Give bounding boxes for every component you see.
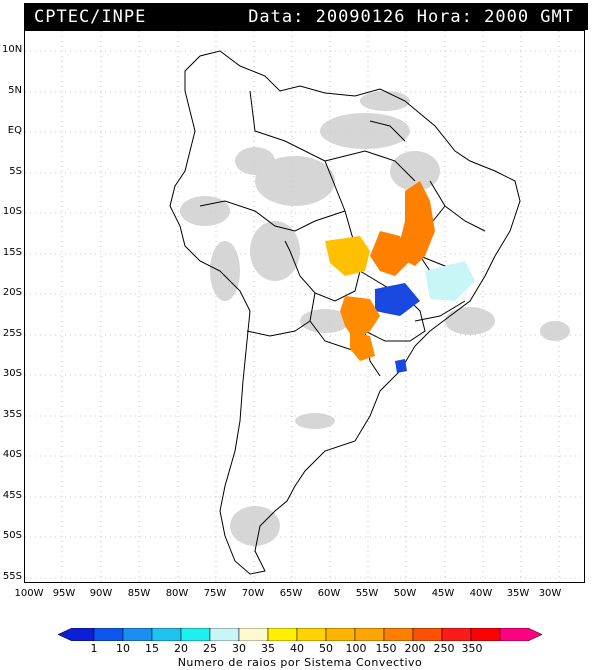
lat-label: 25S <box>2 328 22 339</box>
lon-label: 35W <box>506 588 530 599</box>
lon-label: 90W <box>89 588 113 599</box>
colorbar-seg <box>412 628 443 641</box>
lon-label: 45W <box>431 588 455 599</box>
lon-label: 95W <box>52 588 76 599</box>
system-orange-sw <box>350 331 375 361</box>
lon-label: 80W <box>165 588 189 599</box>
lon-label: 55W <box>355 588 379 599</box>
colorbar-tick-label: 40 <box>290 642 304 655</box>
colorbar-seg <box>470 628 501 641</box>
colorbar-seg <box>383 628 414 641</box>
colorbar-seg <box>441 628 472 641</box>
lon-label: 50W <box>393 588 417 599</box>
system-blue-south <box>395 359 407 373</box>
lat-label: 5N <box>8 85 22 96</box>
colorbar-seg <box>325 628 356 641</box>
system-orange-mid <box>370 231 410 276</box>
colorbar <box>58 628 542 641</box>
lon-label: 85W <box>127 588 151 599</box>
colorbar-tick-label: 200 <box>404 642 426 655</box>
system-blue <box>375 283 420 316</box>
colorbar-seg <box>93 628 124 641</box>
colorbar-seg <box>122 628 153 641</box>
colorbar-tick-label: 30 <box>232 642 246 655</box>
system-cyan <box>425 261 475 301</box>
cloud-cover <box>180 91 570 546</box>
lat-label: 35S <box>2 409 22 420</box>
lon-label: 30W <box>538 588 562 599</box>
colorbar-tick-label: 35 <box>261 642 275 655</box>
lat-label: 5S <box>9 166 22 177</box>
colorbar-seg <box>499 628 542 641</box>
lat-label: 20S <box>2 287 22 298</box>
colorbar-tick-label: 10 <box>116 642 130 655</box>
lat-label: 30S <box>2 368 22 379</box>
lat-label: EQ <box>7 125 22 136</box>
colorbar-seg <box>238 628 269 641</box>
lat-label: 45S <box>2 490 22 501</box>
lat-label: 40S <box>2 449 22 460</box>
lon-label: 60W <box>317 588 341 599</box>
colorbar-tick-label: 1 <box>90 642 98 655</box>
title-bar: CPTEC/INPE Data: 20090126 Hora: 2000 GMT <box>24 3 588 30</box>
system-yellow <box>325 236 370 276</box>
colorbar-seg <box>151 628 182 641</box>
lat-label: 15S <box>2 247 22 258</box>
colorbar-tick-label: 25 <box>203 642 217 655</box>
source-label: CPTEC/INPE <box>34 6 147 27</box>
map-canvas[interactable] <box>25 31 585 583</box>
lat-label: 10S <box>2 206 22 217</box>
lon-label: 65W <box>279 588 303 599</box>
colorbar-tick-label: 350 <box>461 642 483 655</box>
system-orange-south <box>340 296 380 341</box>
datetime-label: Data: 20090126 Hora: 2000 GMT <box>248 6 574 27</box>
colorbar-tick-label: 100 <box>345 642 367 655</box>
colorbar-tick-label: 20 <box>174 642 188 655</box>
colorbar-seg <box>296 628 327 641</box>
lon-label: 40W <box>469 588 493 599</box>
lat-label: 50S <box>2 530 22 541</box>
colorbar-tick-label: 15 <box>145 642 159 655</box>
colorbar-tick-label: 150 <box>375 642 397 655</box>
coastline <box>169 50 521 575</box>
system-orange-north <box>400 181 435 266</box>
colorbar-seg <box>354 628 385 641</box>
colorbar-seg <box>180 628 211 641</box>
lat-label: 55S <box>2 571 22 582</box>
lon-label: 75W <box>203 588 227 599</box>
lat-label: 10N <box>2 44 23 55</box>
colorbar-tick-label: 250 <box>433 642 455 655</box>
map-panel[interactable] <box>24 30 585 583</box>
lon-label: 100W <box>14 588 44 599</box>
colorbar-title: Numero de raios por Sistema Convectivo <box>177 656 423 669</box>
colorbar-seg <box>209 628 240 641</box>
colorbar-seg <box>267 628 298 641</box>
colorbar-seg <box>58 628 95 641</box>
graticule <box>25 31 584 582</box>
colorbar-tick-label: 50 <box>319 642 333 655</box>
convective-systems <box>325 181 475 373</box>
lon-label: 70W <box>241 588 265 599</box>
